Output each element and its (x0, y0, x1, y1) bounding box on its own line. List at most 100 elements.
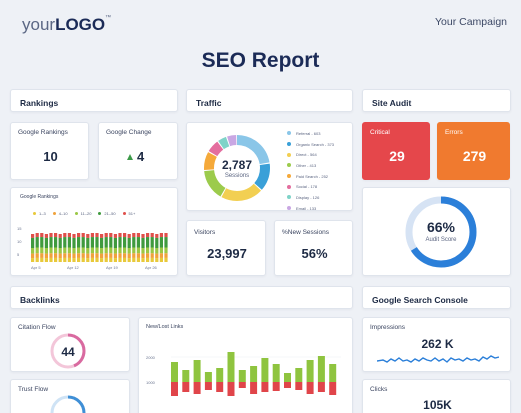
ranking-bar-segment (109, 247, 113, 254)
ranking-bar-segment (100, 258, 104, 262)
ranking-bar-segment (35, 253, 39, 258)
ranking-bar-segment (67, 247, 71, 254)
ranking-bar-segment (90, 257, 94, 262)
ranking-bar-segment (81, 247, 85, 254)
ranking-bar-segment (49, 237, 53, 248)
ranking-bar-segment (150, 257, 154, 262)
rankings-section-header: Rankings (10, 89, 178, 112)
google-rankings-label: Google Rankings (18, 129, 68, 136)
ranking-bar-segment (72, 234, 76, 238)
impressions-card: Impressions 262 K (362, 317, 511, 372)
ranking-bar-segment (49, 253, 53, 258)
ranking-bar-segment (104, 237, 108, 248)
ranking-bar-segment (54, 257, 58, 262)
ranking-bar-segment (123, 233, 127, 238)
legend-dot (98, 211, 102, 215)
y-tick: 1000 (146, 380, 155, 385)
audit-score-value: 66% (426, 219, 456, 235)
traffic-section-header: Traffic (186, 89, 353, 112)
legend-label: 11–20 (80, 210, 92, 216)
ranking-bar-segment (146, 253, 150, 258)
trust-flow-card: Trust Flow (10, 379, 130, 413)
ranking-bar-segment (77, 237, 81, 248)
legend-dot (122, 211, 126, 215)
ranking-bar-segment (40, 257, 44, 262)
ranking-bar-segment (118, 253, 122, 258)
legend-item: 21–50 (98, 208, 116, 219)
critical-label: Critical (370, 129, 390, 136)
ranking-bar-segment (118, 247, 122, 254)
ranking-bar-segment (123, 257, 127, 262)
ranking-bar-segment (90, 247, 94, 254)
google-rankings-card: Google Rankings 10 (10, 122, 89, 180)
ranking-bar-segment (31, 258, 35, 262)
ranking-bar-segment (141, 253, 145, 259)
lost-links-bar (295, 382, 303, 390)
legend-dot (287, 184, 291, 189)
logo-bold: LOGO (55, 15, 106, 34)
critical-value: 29 (389, 148, 405, 164)
legend-item: 4–10 (52, 208, 68, 219)
traffic-card: 2,787 Sessions Referral - 603 Organic Se… (186, 122, 353, 211)
rankings-chart-title: Google Rankings (20, 194, 59, 200)
ranking-bar-segment (136, 253, 140, 258)
ranking-bar-segment (159, 253, 163, 258)
ranking-bar-segment (127, 258, 131, 262)
ranking-bar-segment (109, 257, 113, 262)
sessions-label: Sessions (224, 173, 250, 179)
ranking-bar-segment (49, 247, 53, 254)
legend-item: Display - 126 (287, 192, 334, 203)
ranking-bar-segment (72, 258, 76, 262)
backlinks-title: Backlinks (20, 295, 60, 305)
lost-links-bar (227, 382, 235, 396)
logo-prefix: your (22, 15, 56, 34)
citation-flow-value: 44 (61, 345, 75, 359)
legend-dot (74, 211, 78, 215)
errors-card: Errors 279 (437, 122, 510, 180)
ranking-bar-segment (104, 257, 108, 262)
ranking-bar-segment (150, 247, 154, 254)
legend-item: Referral - 603 (287, 128, 334, 139)
ranking-bar-segment (31, 234, 35, 238)
ranking-bar-segment (113, 253, 117, 259)
lost-links-bar (204, 382, 212, 390)
site-audit-section-header: Site Audit (362, 89, 511, 112)
legend-dot (287, 131, 291, 136)
new-links-bar (171, 362, 178, 382)
ranking-bar-segment (141, 248, 145, 254)
ranking-bar-segment (67, 253, 71, 258)
ranking-bar-segment (35, 233, 39, 238)
google-change-card: Google Change 4 (98, 122, 178, 180)
critical-card: Critical 29 (362, 122, 430, 180)
donut-slice (204, 135, 270, 201)
ranking-bar-segment (49, 257, 53, 262)
rankings-stacked-bars (31, 233, 168, 262)
y-tick: 2000 (146, 355, 155, 360)
legend-item: Other - 413 (287, 160, 334, 171)
legend-item: 51+ (122, 208, 135, 219)
ranking-bar-segment (44, 237, 48, 248)
legend-dot (52, 211, 56, 215)
impressions-label: Impressions (370, 324, 406, 331)
ranking-bar-segment (155, 234, 159, 238)
ranking-bar-segment (40, 233, 44, 238)
lost-links-bar (306, 382, 314, 394)
lost-links-bar (238, 382, 246, 388)
ranking-bar-segment (155, 237, 159, 248)
ranking-bar-segment (100, 253, 104, 259)
ranking-bar-segment (72, 237, 76, 248)
ranking-bar-segment (86, 248, 90, 254)
ranking-bar-segment (54, 247, 58, 254)
ranking-bar-segment (40, 247, 44, 254)
search-console-section-header: Google Search Console (362, 286, 511, 309)
visitors-label: Visitors (194, 229, 216, 236)
traffic-title: Traffic (196, 98, 222, 108)
ranking-bar-segment (100, 234, 104, 238)
ranking-bar-segment (95, 237, 99, 248)
google-change-label: Google Change (106, 129, 152, 136)
ranking-bar-segment (35, 247, 39, 254)
ranking-bar-segment (155, 248, 159, 254)
ranking-bar-segment (86, 237, 90, 248)
ranking-bar-segment (90, 253, 94, 258)
y-tick: 10 (17, 239, 22, 244)
